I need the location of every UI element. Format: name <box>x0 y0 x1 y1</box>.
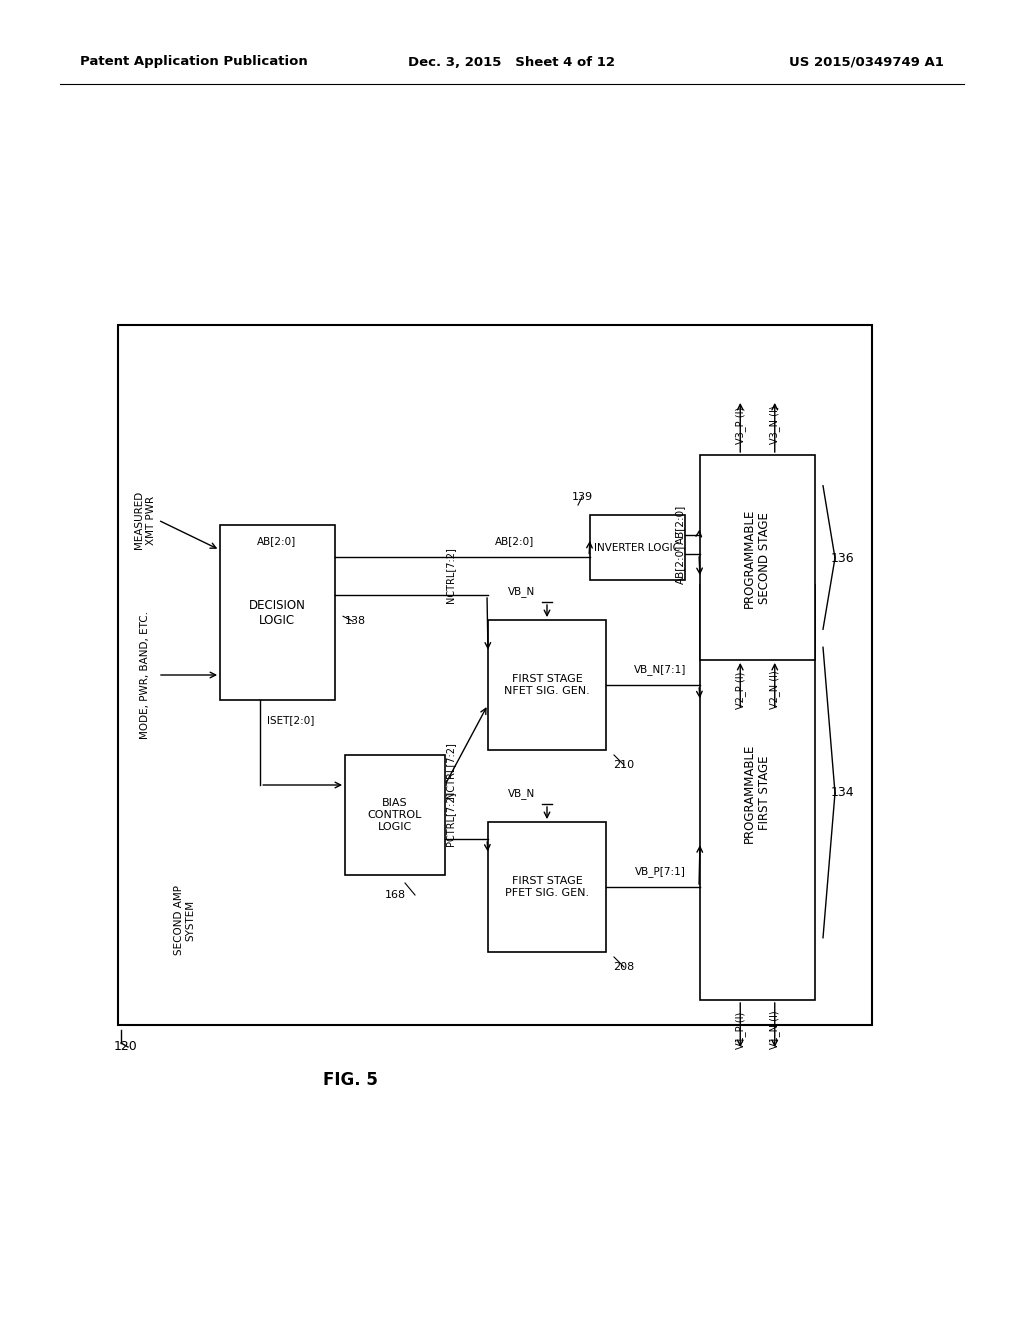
Bar <box>700 585 815 1001</box>
Text: NCTRL[7:2]: NCTRL[7:2] <box>445 546 455 603</box>
Text: V1_N (I): V1_N (I) <box>769 1011 780 1049</box>
Text: V2_N (I): V2_N (I) <box>769 671 780 709</box>
Text: ISET[2:0]: ISET[2:0] <box>266 715 314 725</box>
Text: FIRST STAGE
PFET SIG. GEN.: FIRST STAGE PFET SIG. GEN. <box>505 876 589 898</box>
Text: Patent Application Publication: Patent Application Publication <box>80 55 308 69</box>
Text: 210: 210 <box>613 760 635 770</box>
Bar <box>118 325 872 1026</box>
Text: 208: 208 <box>613 962 635 972</box>
Text: BIAS
CONTROL
LOGIC: BIAS CONTROL LOGIC <box>368 799 422 832</box>
Text: Dec. 3, 2015   Sheet 4 of 12: Dec. 3, 2015 Sheet 4 of 12 <box>409 55 615 69</box>
Text: AB[2:0]: AB[2:0] <box>496 536 535 546</box>
Text: PCTRL[7:2]: PCTRL[7:2] <box>445 792 455 846</box>
Text: MEASURED
XMT PWR: MEASURED XMT PWR <box>134 491 156 549</box>
Text: VB_P[7:1]: VB_P[7:1] <box>635 866 685 878</box>
Text: VB_N: VB_N <box>508 586 536 598</box>
Text: AB̅[2:0]: AB̅[2:0] <box>675 504 685 544</box>
Text: MODE, PWR, BAND, ETC.: MODE, PWR, BAND, ETC. <box>140 611 150 739</box>
Text: FIRST STAGE
NFET SIG. GEN.: FIRST STAGE NFET SIG. GEN. <box>504 675 590 696</box>
Text: NCTRL[7:2]: NCTRL[7:2] <box>445 742 455 797</box>
Text: DECISION
LOGIC: DECISION LOGIC <box>249 599 305 627</box>
Text: 134: 134 <box>830 787 854 800</box>
Text: PROGRAMMABLE
FIRST STAGE: PROGRAMMABLE FIRST STAGE <box>743 743 771 842</box>
Text: PROGRAMMABLE
SECOND STAGE: PROGRAMMABLE SECOND STAGE <box>743 508 771 607</box>
Text: 168: 168 <box>384 890 406 900</box>
Text: AB[2:0]: AB[2:0] <box>675 544 685 583</box>
Text: 136: 136 <box>830 552 854 565</box>
Text: VB_N[7:1]: VB_N[7:1] <box>634 664 686 676</box>
Bar <box>488 822 606 952</box>
Text: US 2015/0349749 A1: US 2015/0349749 A1 <box>790 55 944 69</box>
Text: VB_N: VB_N <box>508 788 536 800</box>
Text: V3_N (I): V3_N (I) <box>769 405 780 445</box>
Text: V3_P (I): V3_P (I) <box>735 407 745 444</box>
Bar <box>590 515 685 579</box>
Text: AB[2:0]: AB[2:0] <box>257 536 297 546</box>
Text: FIG. 5: FIG. 5 <box>323 1071 378 1089</box>
Text: V1_P (I): V1_P (I) <box>735 1011 745 1048</box>
Bar <box>345 755 445 875</box>
Text: 138: 138 <box>344 616 366 626</box>
Text: V2_P (I): V2_P (I) <box>735 672 745 709</box>
Bar <box>700 455 815 660</box>
Text: INVERTER LOGIC: INVERTER LOGIC <box>594 543 680 553</box>
Text: 120: 120 <box>114 1040 138 1053</box>
Bar <box>488 620 606 750</box>
Bar <box>220 525 335 700</box>
Text: SECOND AMP
SYSTEM: SECOND AMP SYSTEM <box>174 884 196 954</box>
Text: 139: 139 <box>571 492 593 502</box>
